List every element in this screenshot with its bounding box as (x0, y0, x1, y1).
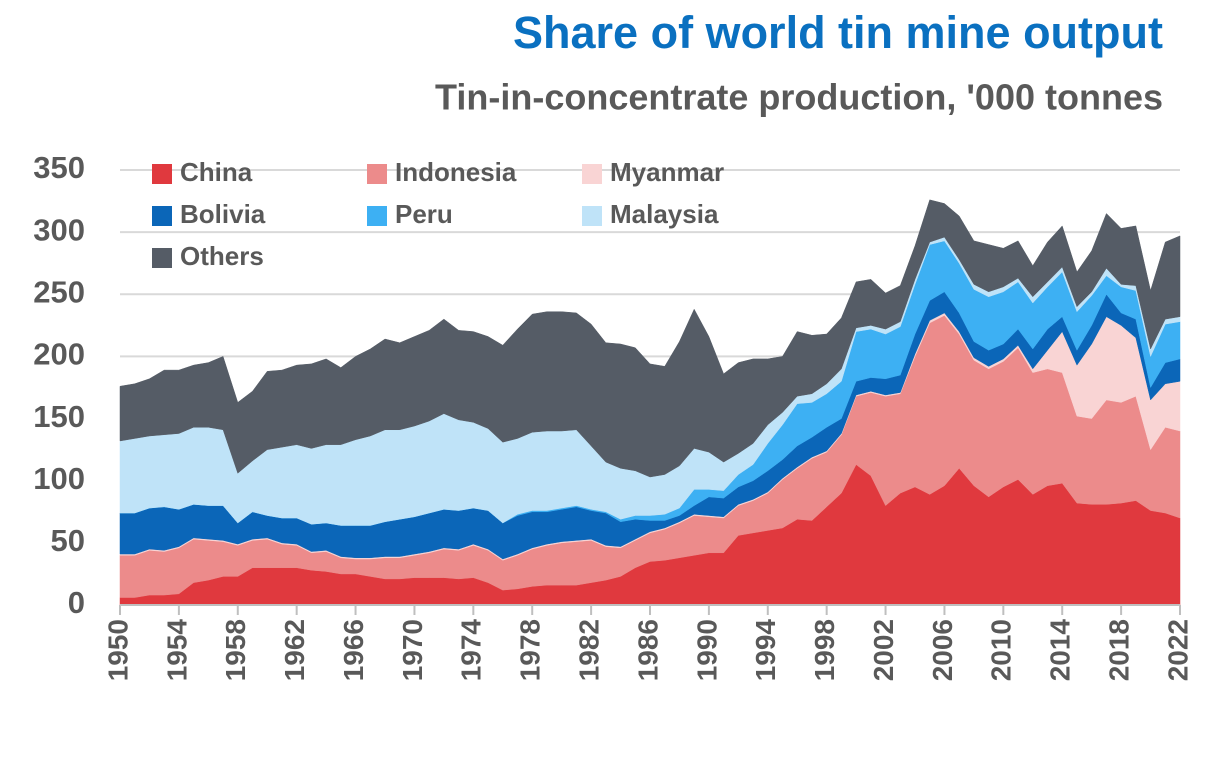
legend-label: Myanmar (610, 157, 724, 187)
x-tick-label: 1978 (515, 619, 546, 681)
legend-swatch (367, 206, 387, 226)
legend-label: Indonesia (395, 157, 517, 187)
chart-title: Share of world tin mine output (513, 7, 1163, 58)
legend-label: Others (180, 241, 264, 271)
legend-swatch (582, 206, 602, 226)
x-tick-label: 1966 (338, 619, 369, 681)
chart-subtitle: Tin-in-concentrate production, '000 tonn… (435, 77, 1163, 118)
legend-swatch (582, 164, 602, 184)
x-tick-label: 2018 (1104, 619, 1135, 681)
y-tick-label: 300 (33, 212, 85, 247)
y-tick-label: 350 (33, 150, 85, 185)
axes: 0 50 100 150 200 250 300 350 1950 1954 1958 1962 196… (33, 150, 1193, 681)
x-tick-label: 2002 (868, 619, 899, 681)
y-tick-label: 50 (51, 523, 85, 558)
y-tick-label: 0 (68, 585, 85, 620)
x-tick-label: 1962 (279, 619, 310, 681)
legend-swatch (152, 248, 172, 268)
legend-swatch (367, 164, 387, 184)
x-tick-label: 1986 (632, 619, 663, 681)
legend-label: Peru (395, 199, 453, 229)
x-tick-label: 2010 (986, 619, 1017, 681)
y-tick-label: 100 (33, 461, 85, 496)
legend-label: Bolivia (180, 199, 266, 229)
y-tick-label: 250 (33, 274, 85, 309)
x-tick-label: 1950 (102, 619, 133, 681)
legend: China Indonesia Myanmar Bolivia Peru Malaysia… (152, 157, 724, 271)
areas (119, 199, 1181, 606)
x-tick-label: 1958 (220, 619, 251, 681)
y-tick-label: 200 (33, 337, 85, 372)
legend-swatch (152, 164, 172, 184)
legend-label: Malaysia (610, 199, 719, 229)
y-tick-label: 150 (33, 399, 85, 434)
area (119, 199, 1181, 478)
legend-swatch (152, 206, 172, 226)
x-tick-label: 1970 (397, 619, 428, 681)
x-tick-label: 2006 (927, 619, 958, 681)
x-tick-label: 2014 (1045, 619, 1076, 682)
x-tick-label: 1982 (574, 619, 605, 681)
x-tick-label: 1994 (750, 619, 781, 682)
x-tick-label: 2022 (1162, 619, 1193, 681)
legend-label: China (180, 157, 253, 187)
x-tick-label: 1974 (456, 619, 487, 682)
x-tick-label: 1998 (809, 619, 840, 681)
x-tick-label: 1954 (161, 619, 192, 682)
x-tick-label: 1990 (691, 619, 722, 681)
